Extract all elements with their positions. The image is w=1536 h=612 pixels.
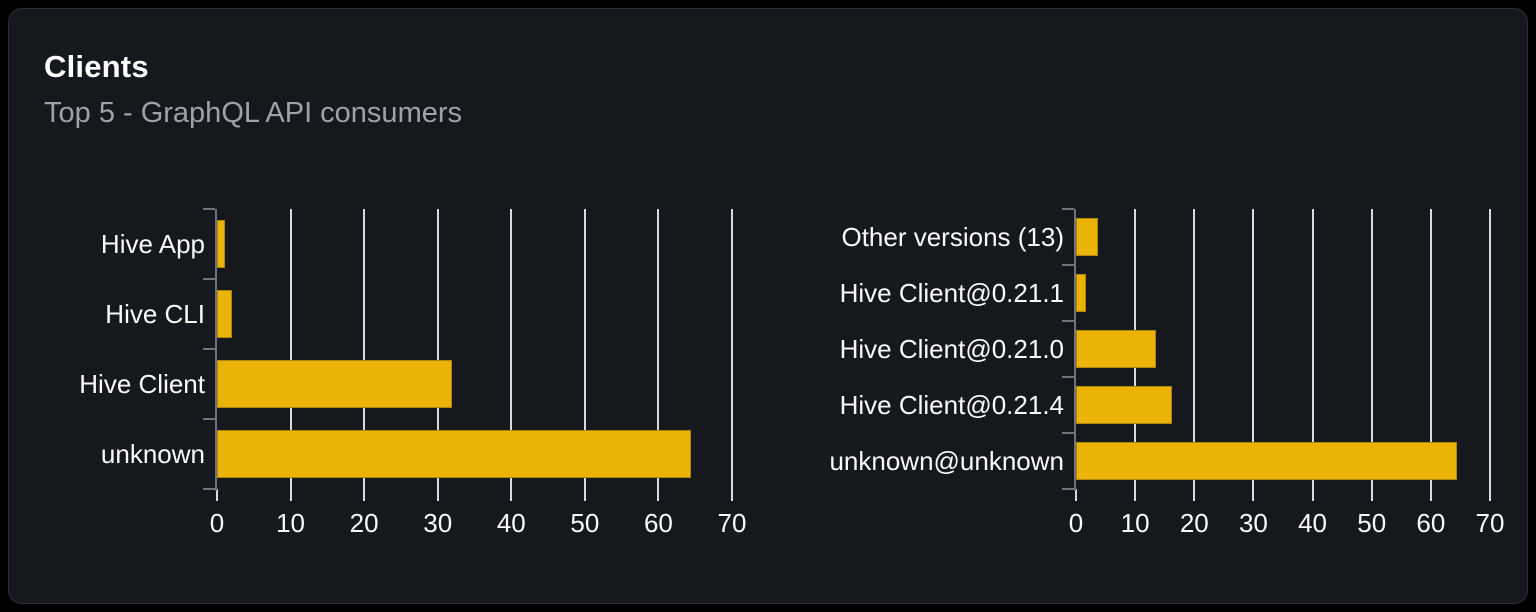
x-axis-tick-70 [1489, 489, 1491, 501]
x-axis-tick-20 [363, 489, 366, 501]
gridline-30 [1252, 209, 1255, 489]
chart-client-versions-top5: 0 10 20 30 40 50 60 70 Other versions (13) Hive C… [9, 9, 1527, 603]
gridline-20 [1193, 209, 1196, 489]
category-label: Other versions (13) [841, 222, 1064, 252]
gridline-70 [731, 209, 733, 489]
gridline-60 [1429, 209, 1432, 489]
y-axis-line [1074, 209, 1076, 491]
bar-hive-client[interactable] [217, 360, 453, 408]
bar-hive-cli[interactable] [217, 290, 232, 338]
bar-hive-client-0-21-4[interactable] [1076, 386, 1173, 424]
y-axis-tick [1062, 320, 1074, 322]
x-axis-tick-20 [1193, 489, 1196, 501]
x-axis-tick-label: 40 [496, 508, 526, 538]
x-axis-tick-label: 40 [1298, 508, 1328, 538]
x-axis-tick-50 [1370, 489, 1373, 501]
y-axis-tick [203, 278, 215, 280]
category-label: Hive Client@0.21.0 [839, 334, 1064, 364]
x-axis-tick-label: 30 [423, 508, 453, 538]
category-label: unknown@unknown [829, 446, 1064, 476]
category-label: Hive Client@0.21.1 [839, 278, 1064, 308]
category-label: Hive App [100, 229, 205, 259]
x-axis-tick-label: 20 [1179, 508, 1209, 538]
y-axis-tick [1062, 264, 1074, 266]
clients-card: Clients Top 5 - GraphQL API consumers 0 1… [8, 8, 1528, 604]
gridline-50 [1370, 209, 1373, 489]
x-axis-tick-40 [510, 489, 513, 501]
y-axis-tick [203, 488, 215, 490]
bar-hive-app[interactable] [217, 220, 226, 268]
x-axis-tick-50 [583, 489, 586, 501]
x-axis-tick-label: 10 [1120, 508, 1150, 538]
chart-clients-top5: 0 10 20 30 40 50 60 70 Hive App Hive CLI Hive Clie… [9, 9, 1527, 603]
x-axis-tick-label: 10 [276, 508, 306, 538]
gridline-60 [657, 209, 660, 489]
bar-unknown[interactable] [217, 430, 691, 478]
x-axis-tick-30 [436, 489, 439, 501]
gridline-50 [583, 209, 586, 489]
y-axis-tick [1062, 488, 1074, 490]
category-label: Hive CLI [105, 299, 205, 329]
x-axis-tick-60 [1429, 489, 1432, 501]
gridline-40 [1311, 209, 1314, 489]
y-axis-tick [1062, 432, 1074, 434]
y-axis-tick [203, 348, 215, 350]
y-axis-tick [1062, 208, 1074, 210]
x-axis-tick-40 [1311, 489, 1314, 501]
gridline-30 [436, 209, 439, 489]
bar-unknown-unknown[interactable] [1076, 442, 1457, 480]
x-axis-tick-label: 0 [1068, 508, 1084, 538]
gridline-70 [1489, 209, 1491, 489]
gridline-10 [289, 209, 292, 489]
bar-other-versions-13-[interactable] [1076, 218, 1099, 256]
x-axis-tick-70 [731, 489, 733, 501]
x-axis-tick-label: 50 [1357, 508, 1387, 538]
x-axis-tick-10 [1134, 489, 1137, 501]
card-subtitle: Top 5 - GraphQL API consumers [44, 97, 463, 129]
x-axis-tick-30 [1252, 489, 1255, 501]
gridline-40 [510, 209, 513, 489]
y-axis-line [215, 209, 217, 491]
x-axis-tick-10 [289, 489, 292, 501]
x-axis-tick-0 [216, 489, 218, 501]
bar-hive-client-0-21-1[interactable] [1076, 274, 1087, 312]
x-axis-tick-60 [657, 489, 660, 501]
x-axis-tick-label: 60 [643, 508, 673, 538]
card-title: Clients [44, 49, 149, 84]
y-axis-tick [203, 208, 215, 210]
category-label: Hive Client@0.21.4 [839, 390, 1064, 420]
x-axis-tick-label: 60 [1416, 508, 1446, 538]
y-axis-tick [203, 418, 215, 420]
gridline-20 [363, 209, 366, 489]
x-axis-tick-label: 70 [1475, 508, 1505, 538]
category-label: Hive Client [79, 369, 205, 399]
x-axis-tick-label: 70 [717, 508, 747, 538]
x-axis-tick-label: 0 [209, 508, 225, 538]
y-axis-tick [1062, 376, 1074, 378]
category-label: unknown [100, 439, 205, 469]
x-axis-tick-label: 50 [570, 508, 600, 538]
x-axis-tick-label: 30 [1238, 508, 1268, 538]
x-axis-tick-label: 20 [349, 508, 379, 538]
bar-hive-client-0-21-0[interactable] [1076, 330, 1157, 368]
x-axis-tick-0 [1075, 489, 1077, 501]
